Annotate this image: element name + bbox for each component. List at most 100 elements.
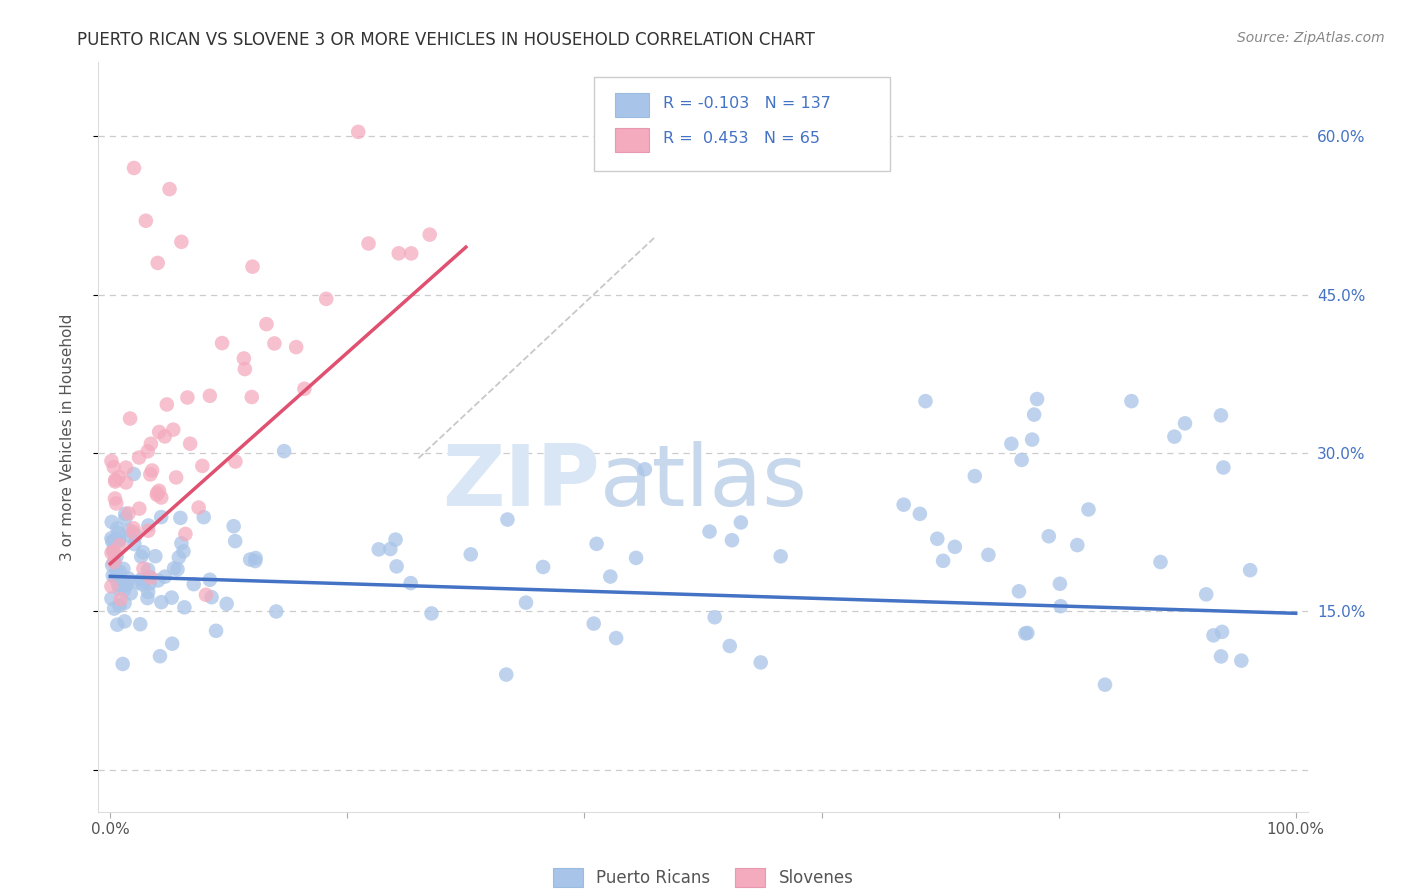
Point bbox=[582, 616, 605, 631]
Point bbox=[107, 578, 129, 592]
Point bbox=[531, 560, 554, 574]
Point bbox=[159, 182, 181, 196]
Point bbox=[1077, 502, 1099, 516]
Point bbox=[273, 444, 295, 458]
Point bbox=[240, 390, 263, 404]
Point bbox=[1230, 654, 1253, 668]
Point bbox=[205, 624, 228, 638]
Point bbox=[105, 564, 128, 578]
Point bbox=[146, 486, 169, 500]
Point bbox=[103, 555, 125, 569]
Point bbox=[357, 236, 380, 251]
Point bbox=[100, 531, 122, 545]
Point bbox=[1212, 460, 1234, 475]
Point bbox=[1239, 563, 1261, 577]
Point bbox=[170, 536, 193, 550]
Point bbox=[224, 534, 246, 549]
Point bbox=[122, 521, 145, 535]
Point bbox=[176, 391, 198, 405]
Point bbox=[114, 507, 136, 521]
Point bbox=[233, 362, 256, 376]
Point bbox=[380, 541, 402, 556]
Point bbox=[135, 213, 157, 227]
Point bbox=[198, 573, 221, 587]
Point bbox=[718, 639, 741, 653]
Point bbox=[101, 543, 124, 558]
Point bbox=[115, 578, 138, 592]
Point bbox=[460, 547, 482, 561]
Point bbox=[495, 667, 517, 681]
Point bbox=[624, 550, 647, 565]
Point bbox=[174, 527, 197, 541]
Point bbox=[112, 562, 135, 576]
Point bbox=[285, 340, 308, 354]
Point bbox=[515, 596, 537, 610]
Point bbox=[107, 568, 129, 582]
Point bbox=[124, 537, 146, 551]
Point bbox=[388, 246, 411, 260]
Point bbox=[104, 473, 127, 487]
Point bbox=[1021, 433, 1043, 447]
Point bbox=[179, 436, 201, 450]
Point bbox=[496, 512, 519, 526]
Point bbox=[1094, 678, 1116, 692]
Point bbox=[104, 572, 127, 586]
Point bbox=[194, 588, 217, 602]
Point bbox=[105, 549, 128, 564]
Point bbox=[122, 161, 145, 175]
Point bbox=[128, 501, 150, 516]
Point bbox=[1049, 576, 1071, 591]
Point bbox=[162, 423, 184, 437]
Text: Source: ZipAtlas.com: Source: ZipAtlas.com bbox=[1237, 31, 1385, 45]
Point bbox=[139, 467, 162, 482]
Point bbox=[167, 550, 190, 565]
Text: atlas: atlas bbox=[600, 441, 808, 524]
Point bbox=[108, 599, 131, 613]
Point bbox=[115, 460, 138, 475]
Point bbox=[1202, 628, 1225, 642]
Point bbox=[112, 583, 135, 598]
Point bbox=[605, 631, 627, 645]
Point bbox=[128, 450, 150, 465]
Point bbox=[101, 568, 124, 582]
Point bbox=[104, 475, 127, 489]
Point bbox=[914, 394, 936, 409]
Point bbox=[165, 470, 187, 484]
Point bbox=[1038, 529, 1060, 543]
Point bbox=[703, 610, 725, 624]
Point bbox=[103, 544, 125, 558]
Point bbox=[105, 496, 128, 510]
Point bbox=[1209, 649, 1232, 664]
Point bbox=[163, 561, 186, 575]
Point bbox=[107, 526, 129, 541]
Point bbox=[264, 604, 287, 618]
Point bbox=[294, 382, 316, 396]
Point bbox=[347, 125, 370, 139]
Point bbox=[117, 507, 139, 521]
Text: PUERTO RICAN VS SLOVENE 3 OR MORE VEHICLES IN HOUSEHOLD CORRELATION CHART: PUERTO RICAN VS SLOVENE 3 OR MORE VEHICL… bbox=[77, 31, 815, 49]
Point bbox=[420, 607, 443, 621]
Point bbox=[634, 462, 657, 476]
Point bbox=[129, 549, 152, 564]
Point bbox=[1163, 429, 1185, 443]
Point bbox=[114, 511, 136, 525]
Point bbox=[138, 576, 160, 591]
Point bbox=[100, 454, 122, 468]
Point bbox=[118, 524, 141, 538]
Point bbox=[114, 615, 136, 629]
Point bbox=[139, 571, 162, 585]
Point bbox=[730, 516, 752, 530]
Point bbox=[132, 545, 155, 559]
Point bbox=[599, 569, 621, 583]
Point bbox=[160, 591, 183, 605]
Point bbox=[143, 549, 166, 564]
Point bbox=[749, 656, 772, 670]
Text: ZIP: ZIP bbox=[443, 441, 600, 524]
Point bbox=[153, 429, 176, 443]
Point bbox=[239, 552, 262, 566]
Point bbox=[173, 600, 195, 615]
Point bbox=[173, 544, 195, 558]
Point bbox=[138, 570, 160, 584]
Point bbox=[384, 533, 406, 547]
Point bbox=[977, 548, 1000, 562]
